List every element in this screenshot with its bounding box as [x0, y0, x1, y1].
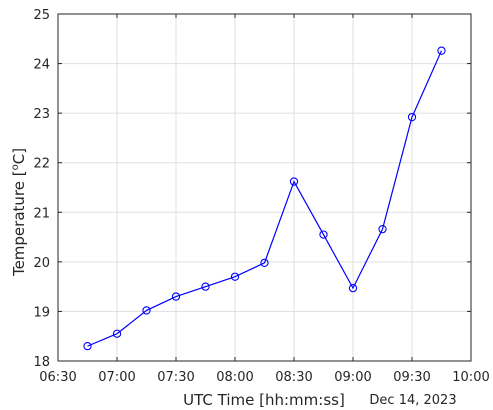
series-line: [87, 50, 443, 347]
date-label: Dec 14, 2023: [369, 393, 456, 408]
axes: [57, 13, 472, 362]
grid-lines: [57, 13, 472, 362]
y-axis-title: Temperature [oC]: [10, 148, 28, 277]
x-tick-label: 10:00: [452, 370, 489, 385]
y-tick-label: 20: [33, 256, 50, 271]
x-tick-label: 08:00: [216, 370, 253, 385]
data-point: [201, 282, 210, 291]
plot-frame: [57, 13, 472, 362]
y-tick-label: 22: [33, 157, 50, 172]
x-tick-label: 07:00: [98, 370, 135, 385]
y-tick-label: 21: [33, 206, 50, 221]
data-point: [319, 230, 328, 239]
x-tick-label: 06:30: [39, 370, 76, 385]
y-tick-label: 23: [33, 107, 50, 122]
data-point: [348, 283, 358, 293]
x-axis-title: UTC Time [hh:mm:ss]: [183, 391, 345, 409]
data-point: [83, 341, 92, 351]
data-point: [407, 112, 417, 122]
x-tick-label: 09:00: [334, 370, 371, 385]
data-point: [289, 177, 299, 186]
data-point: [378, 224, 387, 234]
x-tick-label: 07:30: [157, 370, 194, 385]
tick-labels: 06:30 07:00 07:30 08:00 08:30 09:00 09:30 10:00…: [33, 8, 489, 385]
data-point: [112, 329, 122, 338]
data-point: [142, 306, 151, 315]
y-tick-label: 18: [33, 355, 50, 370]
data-point: [230, 272, 240, 281]
y-tick-label: 25: [33, 8, 50, 23]
y-axis-title-unit: C]: [10, 148, 28, 164]
y-axis-title-degree: o: [10, 164, 21, 170]
y-tick-label: 19: [33, 305, 50, 320]
data-point: [171, 292, 181, 301]
y-tick-label: 24: [33, 58, 50, 73]
data-point: [437, 46, 446, 55]
x-tick-label: 09:30: [393, 370, 430, 385]
x-tick-label: 08:30: [275, 370, 312, 385]
data-point: [260, 258, 269, 267]
y-axis-title-main: Temperature [: [10, 170, 28, 277]
series-layer: [83, 46, 446, 351]
